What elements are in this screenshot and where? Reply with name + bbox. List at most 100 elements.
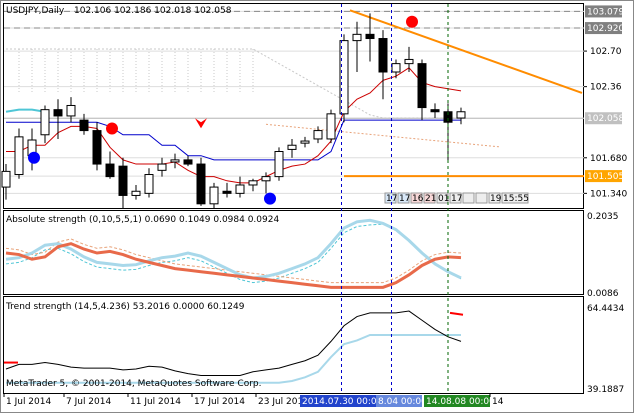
candle-body — [144, 174, 154, 194]
candle-body — [261, 176, 271, 182]
time-box — [501, 192, 529, 204]
blue-dot-left — [28, 151, 40, 164]
copyright-label: MetaTrader 5, © 2001-2014, MetaQuotes So… — [6, 379, 262, 389]
candle-body — [118, 165, 128, 196]
time-label: 19 — [490, 194, 502, 204]
candle-body — [430, 109, 440, 113]
price-tick-label: 102.70 — [590, 47, 622, 57]
price-tick-label: 102.36 — [590, 83, 622, 93]
price-box-label: 102.920 — [587, 24, 624, 34]
price-tick-label: 101.340 — [590, 189, 627, 199]
time-label: 15:55 — [503, 194, 529, 204]
time-box — [410, 192, 423, 204]
candle-body — [287, 144, 297, 150]
candle-body — [53, 109, 63, 117]
candle-body — [248, 180, 258, 186]
as-cyan-line — [5, 218, 462, 280]
candle-body — [14, 136, 24, 176]
trend-line — [349, 9, 583, 94]
candle-body — [157, 163, 167, 171]
candle-body — [183, 159, 193, 165]
ts-black-line — [5, 310, 462, 376]
as-ytick-min: 0.0086 — [587, 289, 619, 299]
price-box — [585, 112, 622, 125]
blue-dot-mid — [264, 192, 276, 205]
candle-body — [391, 63, 401, 73]
price-axis: 103.079 102.920 102.70 102.36 102.058 101.680… — [584, 5, 627, 199]
time-marker-box — [376, 395, 422, 407]
price-box-label: 103.079 — [587, 7, 624, 17]
time-label: 17: — [386, 194, 400, 204]
time-marker-box — [424, 395, 490, 407]
time-marker-label: 2014.07.30 00:00 — [302, 397, 383, 407]
candle-body — [79, 119, 89, 132]
time-box — [488, 192, 501, 204]
ohlc-label: 102.106 102.186 102.018 102.058 — [74, 6, 232, 16]
price-pane: 17:17:16:21:01:17: 19 15:55 — [1, 9, 584, 208]
time-tick-label: 1 Jul 2014 — [6, 397, 51, 407]
symbol-label: USDJPY,Daily — [6, 6, 65, 16]
candle-body — [300, 140, 310, 144]
time-marker-label: 8.04 00:00 — [378, 397, 427, 407]
candle-body — [40, 109, 50, 136]
ts-cyan-line — [6, 333, 461, 384]
main-pane-frame — [3, 3, 584, 209]
as-title: Absolute strength (0,10,5,5,1) 0.0690 0.… — [6, 215, 279, 225]
as-red-line — [5, 242, 462, 289]
time-tick-label: 7 Jul 2014 — [66, 397, 111, 407]
candle-body — [235, 184, 245, 194]
candle-body — [339, 40, 349, 115]
sell-arrow-icon — [195, 118, 207, 129]
candle-body — [1, 170, 11, 188]
price-box-label: 102.058 — [587, 114, 624, 124]
ts-pane-frame — [3, 296, 584, 394]
time-tick-label: 11 Jul 2014 — [130, 397, 181, 407]
time-label: 17: — [451, 194, 465, 204]
time-label: 21: — [425, 194, 439, 204]
candle-body — [105, 163, 115, 178]
candle-body — [196, 163, 206, 205]
time-label: 17: — [399, 194, 413, 204]
candle-body — [456, 111, 466, 119]
price-box-label: 101.505 — [587, 172, 624, 182]
time-box — [449, 192, 462, 204]
candle-body — [352, 33, 362, 42]
price-box — [585, 22, 622, 35]
time-tick-label: 23 Jul 201 — [258, 397, 303, 407]
time-label: 16: — [412, 194, 426, 204]
red-dot-right — [406, 15, 418, 28]
candle-body — [66, 104, 76, 117]
red-dot-left — [106, 122, 118, 135]
candle-body — [222, 190, 232, 194]
time-box — [475, 192, 488, 204]
tenkan-cyan-line — [5, 108, 46, 113]
candle-body — [326, 113, 336, 140]
ts-title: Trend strength (14,5,4.236) 53.2016 0.00… — [5, 302, 245, 312]
time-axis: 1 Jul 2014 7 Jul 2014 11 Jul 2014 17 Jul 20… — [3, 393, 504, 407]
time-marker-box — [300, 395, 376, 407]
ts-ytick-min: 39.1887 — [587, 385, 624, 395]
time-marker-label: 14.08.08 00:00 — [426, 397, 495, 407]
as-pane-frame — [3, 210, 584, 295]
ts-ytick-max: 64.4434 — [587, 304, 624, 314]
price-box — [585, 5, 622, 18]
candle-body — [378, 38, 388, 73]
candle-body — [404, 58, 414, 65]
candle-body — [313, 130, 323, 140]
time-tick-label: 14 — [492, 397, 504, 407]
time-box — [462, 192, 475, 204]
candle-body — [443, 111, 453, 123]
ts-red-mark-right — [449, 311, 464, 316]
time-box — [397, 192, 410, 204]
time-tick-label: 17 Jul 2014 — [194, 397, 245, 407]
time-box — [423, 192, 436, 204]
price-tick-label: 101.680 — [590, 154, 627, 164]
as-ytick-max: 0.2035 — [587, 212, 619, 222]
candle-body — [365, 33, 375, 40]
candle-body — [209, 186, 219, 205]
candle-body — [417, 63, 427, 109]
absolute-strength-pane — [5, 218, 462, 289]
